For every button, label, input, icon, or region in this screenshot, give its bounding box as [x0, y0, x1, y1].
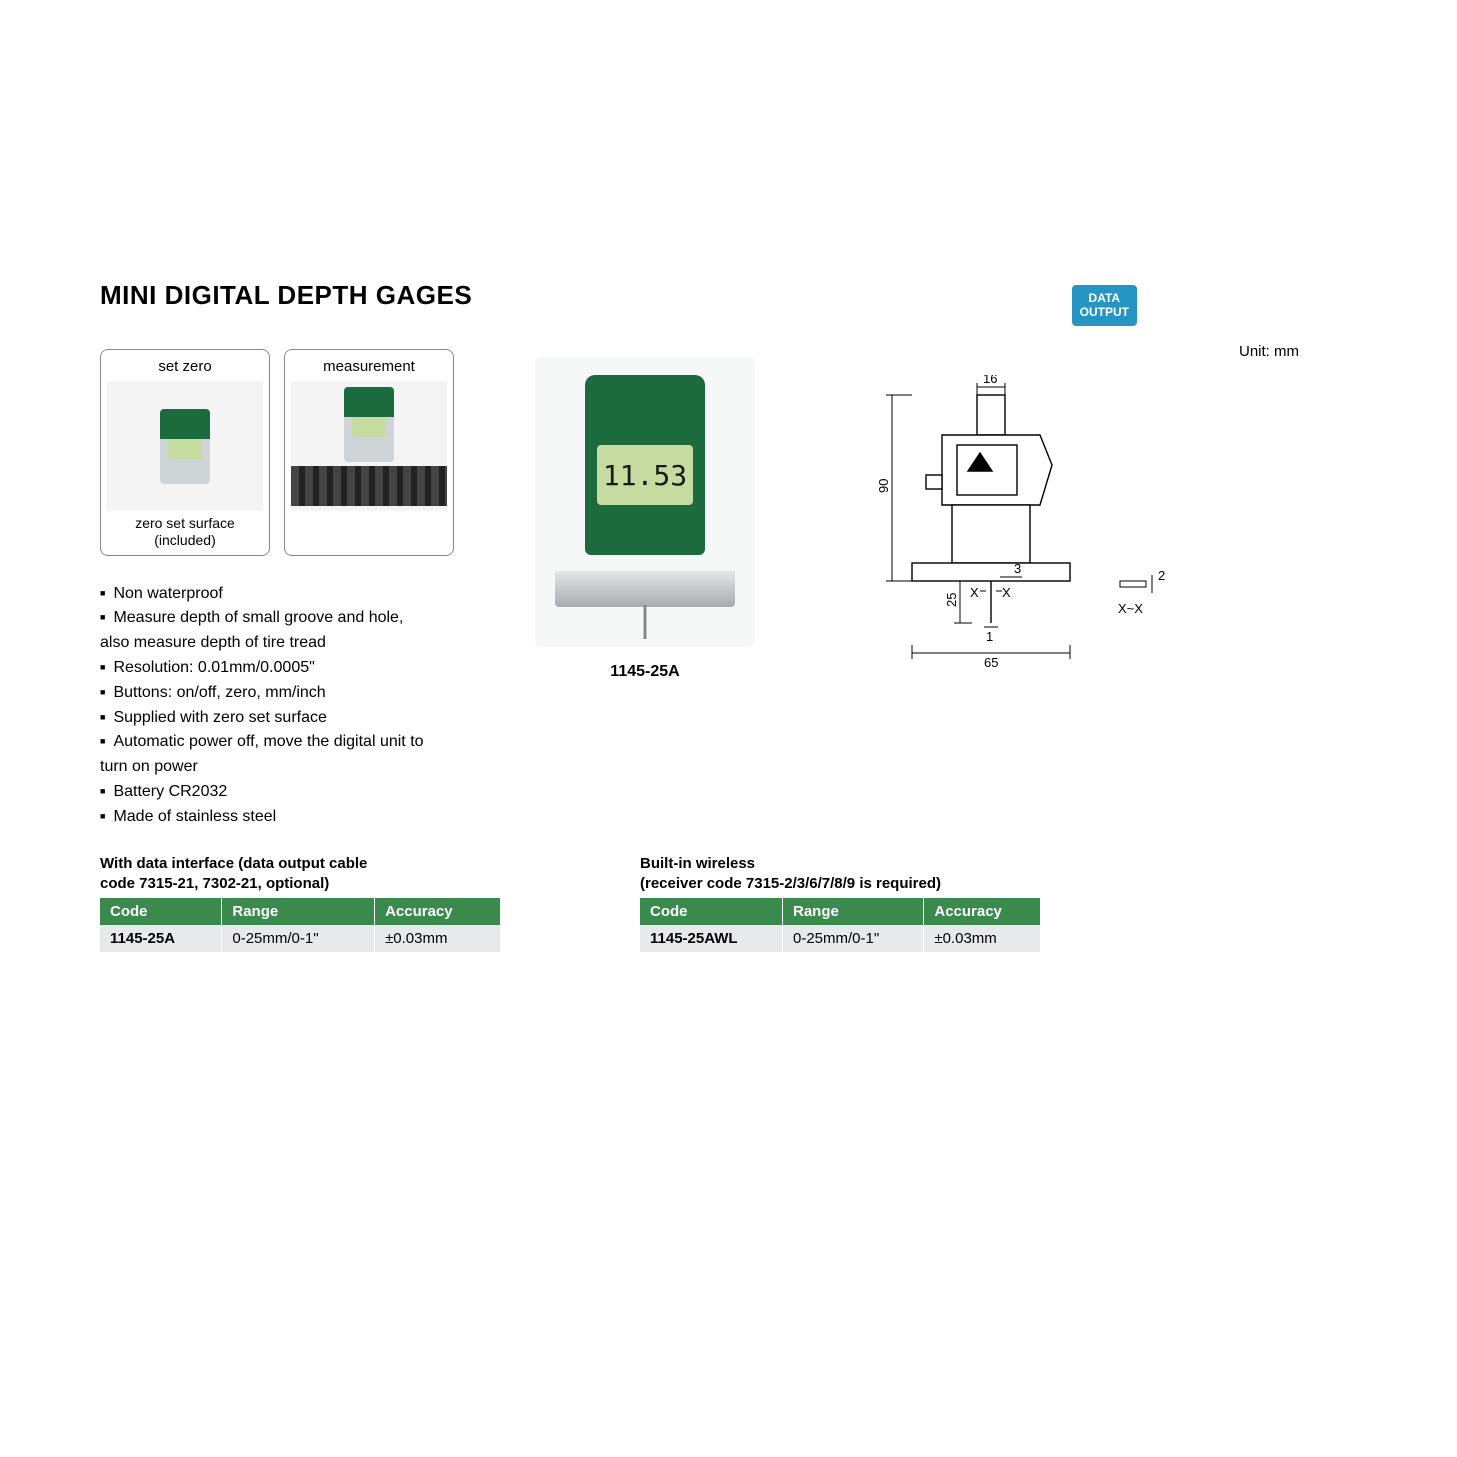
thumbnail-measurement: measurement — [284, 349, 454, 556]
spec-table: Code Range Accuracy 1145-25AWL 0-25mm/0-… — [640, 898, 1040, 952]
left-column: set zero zero set surface(included) meas… — [100, 349, 460, 830]
gage-body: 11.53 — [585, 375, 705, 555]
spec-table: Code Range Accuracy 1145-25A 0-25mm/0-1"… — [100, 898, 500, 952]
table-cell-accuracy: ±0.03mm — [375, 925, 500, 952]
thumbnail-caption-bottom: zero set surface(included) — [107, 515, 263, 549]
svg-text:3: 3 — [1014, 561, 1021, 576]
content-row: set zero zero set surface(included) meas… — [100, 349, 1357, 830]
table-cell-range: 0-25mm/0-1" — [222, 925, 375, 952]
product-column: 11.53 1145-25A — [490, 349, 800, 830]
svg-text:25: 25 — [944, 593, 959, 607]
gage-icon — [344, 387, 394, 462]
table-cell-accuracy: ±0.03mm — [924, 925, 1040, 952]
table-header: Range — [783, 898, 924, 925]
page-title: MINI DIGITAL DEPTH GAGES — [100, 280, 1357, 311]
table-row: 1145-25A 0-25mm/0-1" ±0.03mm — [100, 925, 500, 952]
table-block-wireless: Built-in wireless (receiver code 7315-2/… — [640, 854, 1040, 953]
dimension-diagram: 16 90 25 3 X X 1 — [842, 375, 1182, 685]
feature-item: Buttons: on/off, zero, mm/inch — [100, 681, 460, 706]
table-block-wired: With data interface (data output cable c… — [100, 854, 500, 953]
feature-item: Measure depth of small groove and hole, … — [100, 606, 420, 656]
gage-lcd: 11.53 — [597, 445, 693, 505]
table-title-line2: code 7315-21, 7302-21, optional) — [100, 875, 329, 892]
table-header: Accuracy — [924, 898, 1040, 925]
table-header: Range — [222, 898, 375, 925]
diagram-column: Unit: mm — [830, 349, 1357, 830]
gage-icon — [160, 409, 210, 484]
table-cell-range: 0-25mm/0-1" — [783, 925, 924, 952]
table-cell-code: 1145-25AWL — [640, 925, 783, 952]
table-header: Code — [100, 898, 222, 925]
tables-row: With data interface (data output cable c… — [100, 854, 1357, 953]
svg-text:1: 1 — [986, 629, 993, 644]
table-title-line1: Built-in wireless — [640, 855, 755, 872]
thumbnail-image — [107, 381, 263, 511]
unit-label: Unit: mm — [1239, 343, 1299, 360]
thumbnail-set-zero: set zero zero set surface(included) — [100, 349, 270, 556]
svg-text:X: X — [1002, 585, 1011, 600]
data-output-badge: DATAOUTPUT — [1072, 285, 1137, 326]
feature-item: Automatic power off, move the digital un… — [100, 730, 430, 780]
gage-probe — [644, 605, 647, 639]
feature-item: Made of stainless steel — [100, 805, 460, 830]
svg-text:X~X: X~X — [1118, 601, 1143, 616]
table-header: Accuracy — [375, 898, 500, 925]
feature-list: Non waterproof Measure depth of small gr… — [100, 582, 460, 830]
feature-item: Non waterproof — [100, 582, 460, 607]
svg-text:90: 90 — [876, 479, 891, 493]
tire-texture — [291, 466, 447, 506]
table-title: With data interface (data output cable c… — [100, 854, 500, 895]
thumbnail-caption: measurement — [291, 358, 447, 375]
table-title-line2: (receiver code 7315-2/3/6/7/8/9 is requi… — [640, 875, 941, 892]
svg-text:2: 2 — [1158, 568, 1165, 583]
product-code-label: 1145-25A — [490, 663, 800, 681]
svg-text:X: X — [970, 585, 979, 600]
table-header-row: Code Range Accuracy — [100, 898, 500, 925]
thumbnail-pair: set zero zero set surface(included) meas… — [100, 349, 460, 556]
table-title: Built-in wireless (receiver code 7315-2/… — [640, 854, 1040, 895]
product-image: 11.53 — [535, 357, 755, 647]
feature-item: Battery CR2032 — [100, 780, 460, 805]
table-title-line1: With data interface (data output cable — [100, 855, 367, 872]
table-row: 1145-25AWL 0-25mm/0-1" ±0.03mm — [640, 925, 1040, 952]
svg-text:16: 16 — [983, 375, 997, 386]
thumbnail-caption: set zero — [107, 358, 263, 375]
table-header: Code — [640, 898, 783, 925]
thumbnail-image — [291, 381, 447, 511]
feature-item: Supplied with zero set surface — [100, 706, 460, 731]
feature-item: Resolution: 0.01mm/0.0005" — [100, 656, 460, 681]
table-cell-code: 1145-25A — [100, 925, 222, 952]
svg-text:65: 65 — [984, 655, 998, 670]
table-header-row: Code Range Accuracy — [640, 898, 1040, 925]
gage-base — [555, 571, 735, 607]
